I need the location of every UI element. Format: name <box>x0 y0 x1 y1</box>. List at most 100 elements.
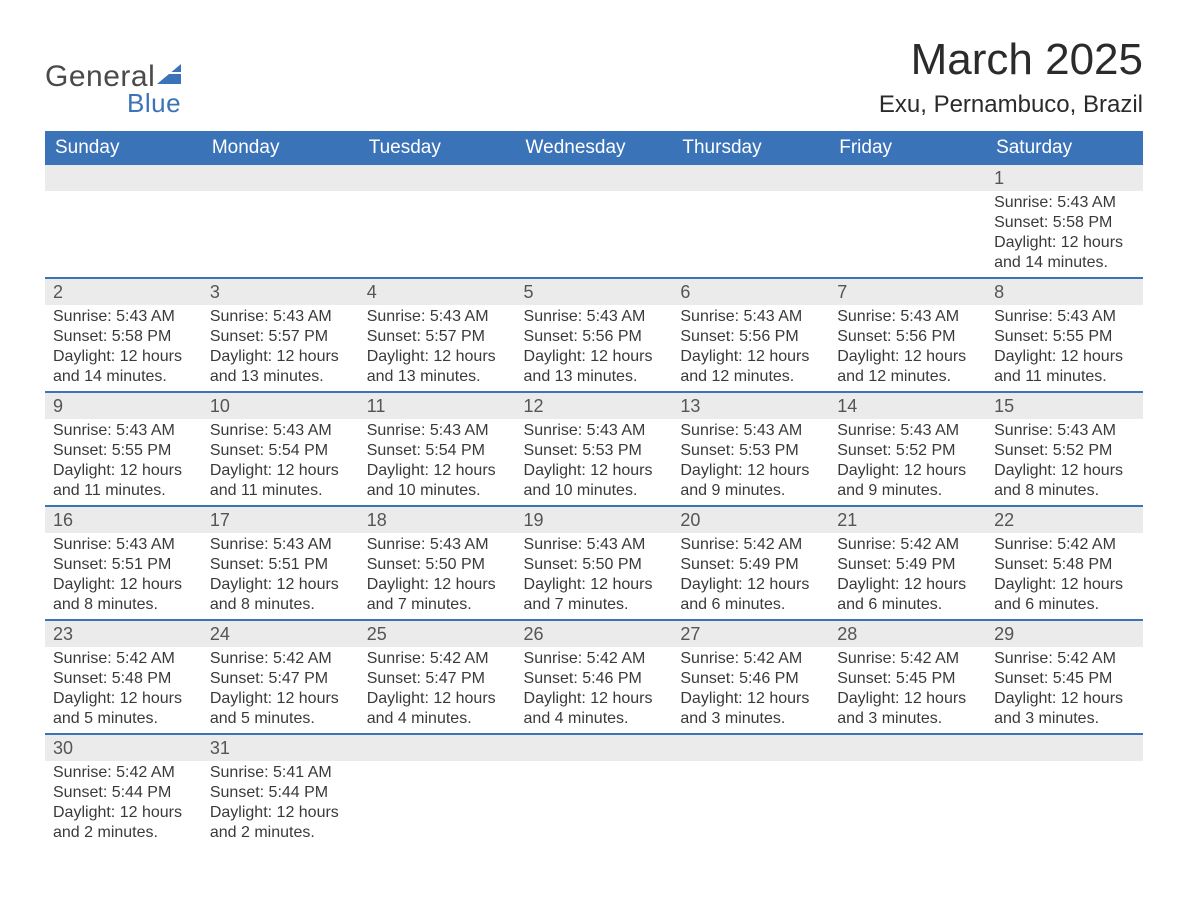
day-number-cell: 26 <box>516 620 673 647</box>
day-number-cell: 28 <box>829 620 986 647</box>
day-detail-line: Sunrise: 5:43 AM <box>367 421 508 441</box>
day-detail-line: and 2 minutes. <box>53 823 194 843</box>
day-detail-line: Sunset: 5:45 PM <box>994 669 1135 689</box>
day-data-cell: Sunrise: 5:43 AMSunset: 5:57 PMDaylight:… <box>202 305 359 392</box>
day-detail-line: Sunrise: 5:42 AM <box>680 649 821 669</box>
day-detail-line: Daylight: 12 hours <box>994 689 1135 709</box>
day-detail-line: Sunset: 5:57 PM <box>367 327 508 347</box>
day-detail-line: Sunset: 5:55 PM <box>53 441 194 461</box>
day-data-cell: Sunrise: 5:43 AMSunset: 5:50 PMDaylight:… <box>516 533 673 620</box>
day-detail-line: and 9 minutes. <box>837 481 978 501</box>
day-number-cell: 15 <box>986 392 1143 419</box>
day-detail-line: Daylight: 12 hours <box>53 689 194 709</box>
day-detail-line: and 4 minutes. <box>367 709 508 729</box>
calendar-week-daynums: 9101112131415 <box>45 392 1143 419</box>
day-number-cell: 14 <box>829 392 986 419</box>
day-number-cell: 13 <box>672 392 829 419</box>
day-number-cell: 22 <box>986 506 1143 533</box>
day-number-cell: 23 <box>45 620 202 647</box>
day-detail-line: and 7 minutes. <box>524 595 665 615</box>
day-detail-line: Sunrise: 5:41 AM <box>210 763 351 783</box>
day-detail-line: Sunrise: 5:42 AM <box>680 535 821 555</box>
day-number-cell <box>672 165 829 191</box>
day-detail-line: Sunset: 5:49 PM <box>680 555 821 575</box>
day-detail-line: Sunset: 5:50 PM <box>367 555 508 575</box>
day-data-cell <box>829 761 986 847</box>
day-number-cell: 6 <box>672 278 829 305</box>
day-number-cell <box>829 734 986 761</box>
day-number-cell: 2 <box>45 278 202 305</box>
sail-icon <box>157 62 185 91</box>
day-detail-line: Sunset: 5:46 PM <box>680 669 821 689</box>
day-data-cell: Sunrise: 5:43 AMSunset: 5:52 PMDaylight:… <box>829 419 986 506</box>
day-data-cell <box>359 191 516 278</box>
day-detail-line: and 8 minutes. <box>53 595 194 615</box>
day-number-cell: 9 <box>45 392 202 419</box>
day-detail-line: Sunrise: 5:43 AM <box>994 421 1135 441</box>
day-number-cell <box>359 734 516 761</box>
day-number-cell: 20 <box>672 506 829 533</box>
day-data-cell <box>672 761 829 847</box>
day-data-cell: Sunrise: 5:42 AMSunset: 5:46 PMDaylight:… <box>516 647 673 734</box>
day-detail-line: and 11 minutes. <box>53 481 194 501</box>
day-detail-line: and 12 minutes. <box>837 367 978 387</box>
day-detail-line: Sunset: 5:46 PM <box>524 669 665 689</box>
month-title: March 2025 <box>879 35 1143 85</box>
day-number-cell: 24 <box>202 620 359 647</box>
day-header-row: Sunday Monday Tuesday Wednesday Thursday… <box>45 131 1143 165</box>
day-number-cell <box>829 165 986 191</box>
day-detail-line: and 10 minutes. <box>524 481 665 501</box>
day-detail-line: Sunset: 5:57 PM <box>210 327 351 347</box>
day-detail-line: Daylight: 12 hours <box>210 347 351 367</box>
day-data-cell: Sunrise: 5:43 AMSunset: 5:54 PMDaylight:… <box>202 419 359 506</box>
day-number-cell: 30 <box>45 734 202 761</box>
logo-text-blue: Blue <box>127 88 181 119</box>
day-data-cell: Sunrise: 5:43 AMSunset: 5:52 PMDaylight:… <box>986 419 1143 506</box>
day-detail-line: Daylight: 12 hours <box>837 347 978 367</box>
day-header: Sunday <box>45 131 202 165</box>
calendar-week-data: Sunrise: 5:43 AM Sunset: 5:55 PM Daylight:… <box>45 419 1143 506</box>
calendar-week-data: Sunrise: 5:43 AMSunset: 5:51 PMDaylight:… <box>45 533 1143 620</box>
day-number-cell: 27 <box>672 620 829 647</box>
day-detail-line: Sunset: 5:55 PM <box>994 327 1135 347</box>
day-header: Thursday <box>672 131 829 165</box>
calendar-week-data: Sunrise: 5:42 AMSunset: 5:48 PMDaylight:… <box>45 647 1143 734</box>
day-header: Tuesday <box>359 131 516 165</box>
day-detail-line: and 3 minutes. <box>994 709 1135 729</box>
day-detail-line: Daylight: 12 hours <box>524 461 665 481</box>
day-detail-line: Sunset: 5:58 PM <box>53 327 194 347</box>
day-detail-line: Daylight: 12 hours <box>53 575 194 595</box>
day-number-cell: 31 <box>202 734 359 761</box>
day-detail-line: and 2 minutes. <box>210 823 351 843</box>
day-header: Friday <box>829 131 986 165</box>
day-data-cell: Sunrise: 5:43 AMSunset: 5:55 PMDaylight:… <box>986 305 1143 392</box>
day-data-cell: Sunrise: 5:43 AMSunset: 5:51 PMDaylight:… <box>202 533 359 620</box>
day-detail-line: and 13 minutes. <box>524 367 665 387</box>
day-detail-line: and 8 minutes. <box>994 481 1135 501</box>
day-detail-line: and 13 minutes. <box>210 367 351 387</box>
day-data-cell <box>672 191 829 278</box>
day-detail-line: Sunrise: 5:43 AM <box>524 421 665 441</box>
day-detail-line: Sunset: 5:56 PM <box>524 327 665 347</box>
day-detail-line: and 11 minutes. <box>210 481 351 501</box>
day-header: Monday <box>202 131 359 165</box>
day-detail-line: and 5 minutes. <box>53 709 194 729</box>
day-detail-line: Sunrise: 5:42 AM <box>837 649 978 669</box>
day-detail-line: Daylight: 12 hours <box>524 689 665 709</box>
day-data-cell: Sunrise: 5:43 AMSunset: 5:55 PMDaylight:… <box>45 419 202 506</box>
day-data-cell: Sunrise: 5:43 AMSunset: 5:54 PMDaylight:… <box>359 419 516 506</box>
day-detail-line: and 6 minutes. <box>837 595 978 615</box>
day-detail-line: and 6 minutes. <box>680 595 821 615</box>
title-block: March 2025 Exu, Pernambuco, Brazil <box>879 35 1143 119</box>
day-detail-line: Daylight: 12 hours <box>210 689 351 709</box>
day-data-cell: Sunrise: 5:43 AMSunset: 5:56 PMDaylight:… <box>672 305 829 392</box>
calendar-table: Sunday Monday Tuesday Wednesday Thursday… <box>45 131 1143 847</box>
day-number-cell: 11 <box>359 392 516 419</box>
day-data-cell <box>516 191 673 278</box>
day-detail-line: Sunset: 5:54 PM <box>367 441 508 461</box>
day-detail-line: and 7 minutes. <box>367 595 508 615</box>
day-number-cell: 1 <box>986 165 1143 191</box>
day-data-cell: Sunrise: 5:42 AMSunset: 5:48 PMDaylight:… <box>986 533 1143 620</box>
day-detail-line: Sunset: 5:53 PM <box>524 441 665 461</box>
day-detail-line: Sunrise: 5:42 AM <box>994 535 1135 555</box>
